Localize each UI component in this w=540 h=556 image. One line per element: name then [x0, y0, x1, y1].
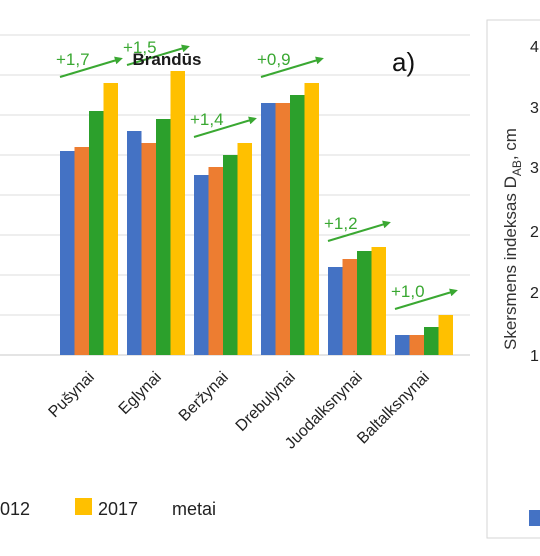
- bar-2017: [237, 143, 252, 355]
- trend-arrow: [394, 288, 458, 310]
- right-tick-label: 3: [530, 160, 539, 177]
- trend-arrow: [193, 116, 257, 138]
- bar-2007: [342, 259, 357, 355]
- trend-arrow: [260, 56, 324, 78]
- bar-2012: [223, 155, 238, 355]
- chart-title: Brandūs: [133, 50, 202, 69]
- bar-2002: [60, 151, 75, 355]
- bar-2012: [156, 119, 171, 355]
- right-panel: Skersmens indeksas DAB, cm 4 3 3 2 2 1: [486, 19, 540, 539]
- legend-label-2012: 012: [0, 499, 30, 519]
- bar-2007: [141, 143, 156, 355]
- trend-arrow: [126, 44, 190, 66]
- panel-label: a): [392, 47, 415, 77]
- right-y-axis-label-unit: , cm: [501, 128, 520, 160]
- x-tick-label: Baltalksnynai: [354, 369, 433, 448]
- increment-label: +1,0: [391, 282, 425, 301]
- increment-label: +1,2: [324, 214, 358, 233]
- x-tick-label: Eglynai: [116, 369, 165, 418]
- legend-suffix: metai: [172, 499, 216, 519]
- legend: 012 2017 metai: [0, 498, 216, 519]
- right-tick-label: 4: [530, 39, 539, 56]
- bar-2017: [304, 83, 319, 355]
- increment-label: +1,4: [190, 110, 224, 129]
- x-tick-label: Drebulynai: [233, 369, 299, 435]
- bar-2017: [371, 247, 386, 355]
- bar-2002: [395, 335, 410, 355]
- right-tick-label: 2: [530, 285, 539, 302]
- bar-2017: [438, 315, 453, 355]
- right-y-axis-label-text: Skersmens indeksas D: [501, 176, 520, 350]
- bar-series-group: [60, 71, 453, 355]
- bar-2017: [103, 83, 118, 355]
- right-tick-label: 2: [530, 224, 539, 241]
- legend-swatch-2017: [75, 498, 92, 515]
- x-tick-labels: Pušynai Eglynai Beržynai DrebulynaiJuodalks…: [46, 369, 433, 453]
- bar-2002: [328, 267, 343, 355]
- x-tick-label: Beržynai: [176, 369, 232, 425]
- bar-2007: [275, 103, 290, 355]
- trend-arrow: [327, 220, 391, 242]
- bar-2007: [208, 167, 223, 355]
- bar-2012: [424, 327, 439, 355]
- bar-2007: [74, 147, 89, 355]
- bar-2002: [194, 175, 209, 355]
- bar-2012: [89, 111, 104, 355]
- bar-2002: [261, 103, 276, 355]
- increment-label: +1,5: [123, 38, 157, 57]
- right-y-axis-label: Skersmens indeksas DAB, cm: [501, 128, 524, 350]
- bar-2017: [170, 71, 185, 355]
- increment-label: +1,7: [56, 50, 90, 69]
- right-tick-label: 3: [530, 100, 539, 117]
- increment-label: +0,9: [257, 50, 291, 69]
- bar-2007: [409, 335, 424, 355]
- bar-2012: [357, 251, 372, 355]
- right-panel-frame: [486, 19, 540, 539]
- legend-label-2017: 2017: [98, 499, 138, 519]
- x-tick-label: Pušynai: [46, 369, 98, 421]
- trend-arrows: +1,7 +1,5 +1,4 +0,9 +1,2 +1,0: [56, 38, 458, 310]
- bar-2002: [127, 131, 142, 355]
- bar-2012: [290, 95, 305, 355]
- right-y-axis-label-subscript: AB: [510, 160, 524, 176]
- right-legend-swatch: [529, 510, 540, 526]
- right-tick-label: 1: [530, 348, 539, 365]
- trend-arrow: [59, 56, 123, 78]
